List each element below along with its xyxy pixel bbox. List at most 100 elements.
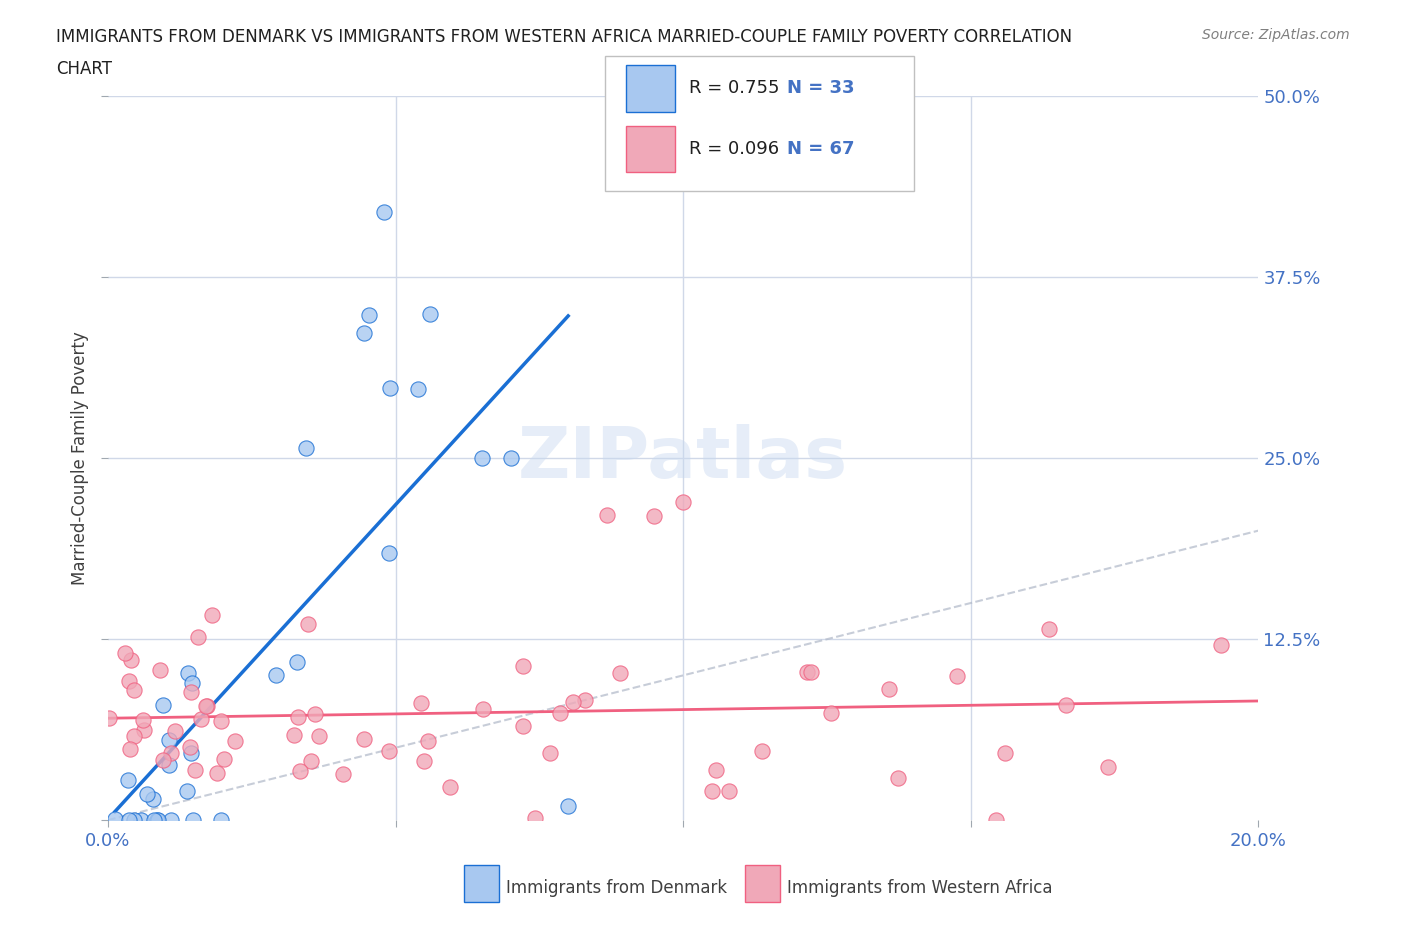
Point [118,813,141,828]
Point [439,780,461,795]
Point [512,719,534,734]
Point [332,766,354,781]
Point [160,813,183,828]
Point [1054,698,1077,712]
Point [295,441,318,456]
Point [122,813,145,828]
Point [378,744,401,759]
Point [596,508,619,523]
Point [548,705,571,720]
Point [149,662,172,677]
Point [1209,638,1232,653]
Point [574,693,596,708]
Text: IMMIGRANTS FROM DENMARK VS IMMIGRANTS FROM WESTERN AFRICA MARRIED-COUPLE FAMILY : IMMIGRANTS FROM DENMARK VS IMMIGRANTS FR… [56,28,1073,46]
Text: Source: ZipAtlas.com: Source: ZipAtlas.com [1202,28,1350,42]
Point [177,665,200,680]
Point [304,707,326,722]
Point [132,712,155,727]
Text: R = 0.755: R = 0.755 [689,79,779,98]
Point [120,653,142,668]
Point [308,729,330,744]
Point [157,758,180,773]
Point [205,765,228,780]
Point [299,754,322,769]
Point [179,739,201,754]
Point [524,811,547,826]
Point [353,326,375,340]
Point [704,763,727,777]
Point [561,695,583,710]
Point [145,813,167,828]
Point [378,546,401,561]
Point [152,698,174,712]
Point [283,727,305,742]
Point [180,746,202,761]
Point [877,682,900,697]
Point [408,382,430,397]
Text: Immigrants from Western Africa: Immigrants from Western Africa [787,879,1053,897]
Point [148,813,170,828]
Point [209,813,232,828]
Point [820,706,842,721]
Point [118,741,141,756]
Point [194,698,217,713]
Point [98,711,121,725]
Point [118,673,141,688]
Point [129,813,152,828]
Point [416,734,439,749]
Text: R = 0.096: R = 0.096 [689,140,779,158]
Point [214,751,236,766]
Point [412,753,434,768]
Text: Immigrants from Denmark: Immigrants from Denmark [506,879,727,897]
Point [165,724,187,739]
Point [136,787,159,802]
Text: ZIPatlas: ZIPatlas [519,424,848,493]
Text: N = 33: N = 33 [787,79,855,98]
Point [157,733,180,748]
Point [609,665,631,680]
Point [1038,621,1060,636]
Point [887,770,910,785]
Point [142,791,165,806]
Point [353,732,375,747]
Point [357,307,380,322]
Point [409,696,432,711]
Point [114,645,136,660]
Text: CHART: CHART [56,60,112,78]
Point [209,714,232,729]
Point [471,702,494,717]
Point [538,746,561,761]
Point [195,699,218,714]
Point [419,306,441,321]
Point [994,746,1017,761]
Point [984,813,1007,828]
Point [796,665,818,680]
Point [378,381,401,396]
Point [672,494,695,509]
Text: N = 67: N = 67 [787,140,855,158]
Point [180,676,202,691]
Point [201,608,224,623]
Point [104,812,127,827]
Point [176,783,198,798]
Point [557,798,579,813]
Y-axis label: Married-Couple Family Poverty: Married-Couple Family Poverty [72,331,89,585]
Point [187,629,209,644]
Point [152,752,174,767]
Point [132,723,155,737]
Point [297,617,319,631]
Point [290,764,312,778]
Point [142,813,165,828]
Point [471,451,494,466]
Point [285,655,308,670]
Point [122,683,145,698]
Point [643,509,665,524]
Point [512,659,534,674]
Point [180,684,202,699]
Point [718,784,741,799]
Point [499,451,522,466]
Point [287,710,309,724]
Point [700,784,723,799]
Point [181,813,204,828]
Point [122,729,145,744]
